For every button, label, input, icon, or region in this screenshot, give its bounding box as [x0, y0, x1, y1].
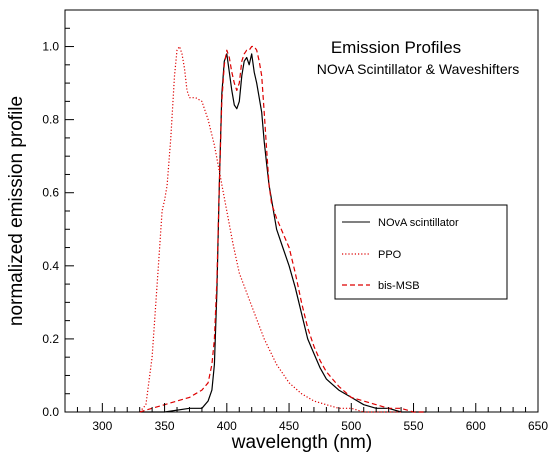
- y-axis-label: normalized emission profile: [6, 96, 27, 326]
- x-axis-label: wavelength (nm): [231, 432, 372, 453]
- legend-box: [334, 204, 508, 300]
- y-tick-label: 1.0: [42, 40, 59, 54]
- series-line-2: [139, 45, 426, 413]
- chart-subtitle: NOvA Scintillator & Waveshifters: [317, 61, 520, 77]
- chart-title: Emission Profiles: [331, 38, 461, 57]
- x-tick-label: 400: [217, 419, 237, 433]
- x-tick-label: 300: [92, 419, 112, 433]
- x-tick-label: 350: [155, 419, 175, 433]
- ticks-group: [65, 9, 539, 413]
- y-tick-label: 0.6: [42, 186, 59, 200]
- x-tick-label: 450: [279, 419, 299, 433]
- legend: NOvA scintillator PPO bis-MSB: [334, 204, 508, 300]
- x-tick-label: 550: [404, 419, 424, 433]
- series-line-1: [139, 45, 402, 413]
- legend-label-bismsb: bis-MSB: [378, 280, 420, 292]
- y-tick-label: 0.2: [42, 332, 59, 346]
- y-tick-label: 0.0: [42, 405, 59, 419]
- y-tick-label: 0.4: [42, 259, 59, 273]
- x-tick-label: 600: [466, 419, 486, 433]
- x-tick-label: 500: [341, 419, 361, 433]
- y-tick-label: 0.8: [42, 113, 59, 127]
- x-tick-label: 650: [528, 419, 548, 433]
- legend-label-ppo: PPO: [378, 249, 402, 261]
- tick-labels-group: 300 350 400 450 500 550 600 650 0.0 0.2 0.4 0.6 0.8 1…: [42, 40, 548, 433]
- legend-label-nova: NOvA scintillator: [378, 217, 459, 229]
- curves-group: [139, 45, 426, 413]
